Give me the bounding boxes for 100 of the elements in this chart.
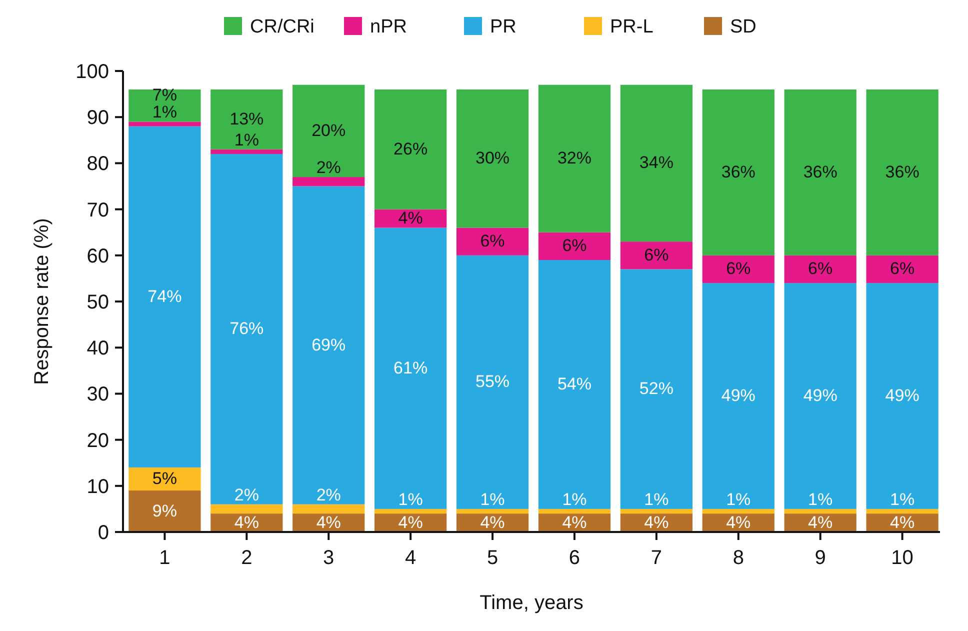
data-label: 4% (562, 512, 587, 532)
data-label: 54% (557, 374, 592, 394)
y-tick-label: 20 (86, 430, 109, 452)
data-label: 2% (234, 485, 259, 504)
data-label: 1% (644, 490, 669, 509)
data-label: 34% (639, 153, 674, 172)
data-label: 76% (230, 319, 264, 338)
bar (620, 269, 692, 509)
data-label: 4% (234, 512, 259, 532)
bar (538, 260, 611, 509)
y-tick-label: 100 (76, 61, 109, 83)
x-tick-label: 2 (241, 547, 252, 569)
bar (702, 508, 774, 514)
data-label: 4% (398, 512, 423, 532)
data-label: 74% (148, 286, 182, 306)
bar (210, 504, 283, 514)
data-label: 6% (726, 259, 751, 278)
y-tick-label: 40 (86, 338, 109, 360)
data-label: 4% (316, 512, 341, 532)
data-label: 55% (476, 372, 510, 392)
data-label: 4% (890, 512, 915, 532)
data-label: 1% (726, 490, 751, 509)
data-label: 4% (398, 208, 423, 228)
data-label: 61% (394, 358, 428, 378)
x-tick-label: 4 (405, 547, 416, 569)
bar (702, 283, 774, 509)
data-label: 4% (480, 512, 505, 532)
bar (456, 228, 529, 256)
data-label: 26% (394, 139, 428, 158)
data-label: 36% (803, 162, 838, 182)
bar (292, 186, 365, 504)
y-tick-label: 0 (98, 522, 109, 544)
bar (702, 255, 774, 284)
y-tick-label: 90 (86, 107, 109, 130)
y-tick-label: 60 (86, 245, 109, 268)
data-label: 1% (398, 490, 423, 509)
data-label: 4% (808, 512, 833, 532)
bar (620, 242, 692, 270)
bar (374, 89, 447, 210)
data-label: 4% (644, 512, 669, 532)
bar (292, 177, 365, 186)
data-label: 2% (316, 158, 341, 178)
data-label: 49% (885, 386, 920, 406)
legend-label: SD (730, 16, 756, 38)
bar (866, 255, 938, 284)
data-label: 69% (312, 335, 346, 354)
legend-label: nPR (370, 16, 407, 38)
bar (784, 89, 856, 256)
data-label: 6% (562, 236, 587, 256)
bar (210, 154, 283, 504)
data-label: 30% (476, 148, 510, 168)
bar (538, 84, 611, 232)
data-label: 7% (152, 86, 177, 105)
bar (374, 508, 447, 514)
data-label: 5% (152, 468, 177, 488)
data-label: 36% (885, 162, 920, 182)
bar (374, 228, 447, 509)
y-tick-label: 10 (86, 476, 109, 498)
y-tick-label: 70 (86, 199, 109, 222)
data-label: 1% (480, 490, 505, 509)
bar (784, 508, 856, 514)
data-label: 1% (562, 490, 587, 509)
bar (210, 89, 283, 150)
bar (128, 490, 201, 532)
bar (620, 84, 692, 242)
x-tick-label: 3 (323, 547, 334, 569)
data-label: 49% (803, 386, 838, 406)
data-label: 6% (480, 232, 505, 251)
x-axis-title: Time, years (480, 592, 584, 614)
x-tick-label: 5 (486, 547, 498, 569)
x-tick-label: 6 (568, 547, 580, 569)
bar (538, 508, 611, 514)
data-label: 6% (890, 259, 915, 278)
x-tick-label: 1 (159, 547, 170, 569)
bar (128, 467, 201, 491)
bar (128, 126, 201, 468)
legend-label: CR/CRi (250, 16, 314, 38)
data-label: 13% (230, 109, 264, 128)
bar (784, 255, 856, 284)
data-label: 32% (557, 148, 592, 168)
data-label: 1% (808, 490, 833, 509)
bar (210, 149, 283, 154)
bar (292, 84, 365, 178)
data-label: 6% (808, 259, 833, 278)
bar (128, 122, 201, 126)
data-label: 20% (312, 120, 346, 140)
legend-label: PR (490, 16, 516, 38)
bar (456, 255, 529, 509)
x-tick-label: 7 (650, 547, 662, 569)
bar (784, 283, 856, 509)
bar (866, 283, 938, 509)
data-label: 52% (639, 379, 674, 398)
bar (456, 89, 529, 228)
bar (866, 89, 938, 256)
bar (128, 89, 201, 122)
data-label: 2% (316, 485, 341, 504)
y-tick-label: 30 (86, 384, 109, 406)
bar (292, 504, 365, 514)
data-label: 9% (152, 501, 177, 520)
bar (538, 232, 611, 260)
